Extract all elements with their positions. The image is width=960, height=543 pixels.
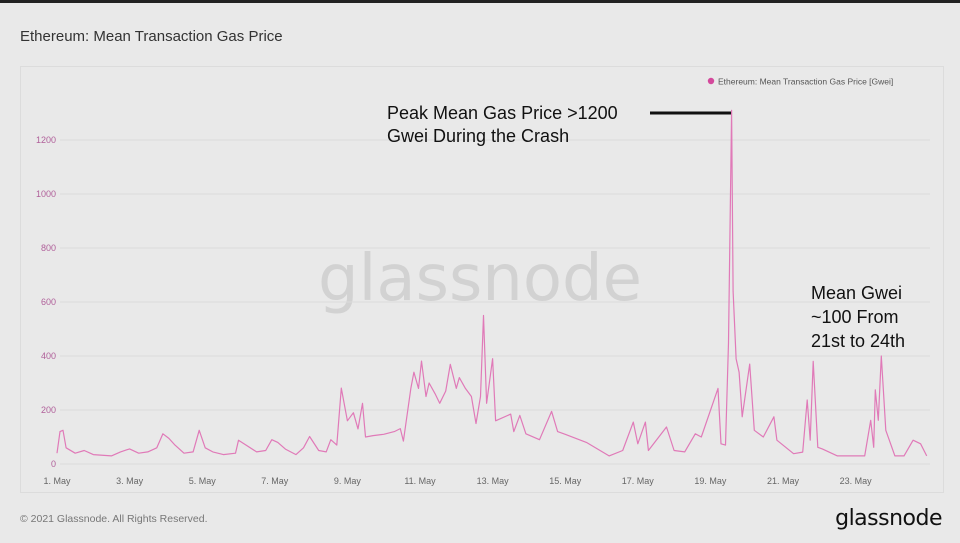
legend-dot	[707, 77, 715, 85]
chart-panel	[20, 66, 944, 493]
copyright: © 2021 Glassnode. All Rights Reserved.	[20, 513, 208, 525]
x-tick-label: 9. May	[334, 476, 362, 486]
x-tick-label: 19. May	[694, 476, 727, 486]
x-tick-label: 3. May	[116, 476, 144, 486]
y-tick-label: 800	[41, 243, 56, 253]
annotation-peak-line-1: Peak Mean Gas Price >1200	[387, 103, 618, 123]
annotation-peak-line-2: Gwei During the Crash	[387, 126, 569, 146]
series-line	[56, 109, 928, 457]
x-tick-label: 1. May	[43, 476, 71, 486]
glassnode-logo[interactable]: glassnode	[835, 506, 942, 531]
x-tick-label: 23. May	[840, 476, 873, 486]
x-tick-label: 11. May	[404, 476, 436, 486]
x-tick-label: 17. May	[622, 476, 655, 486]
y-tick-label: 1000	[36, 189, 56, 199]
x-tick-label: 15. May	[549, 476, 582, 486]
y-tick-label: 600	[41, 297, 56, 307]
legend: Ethereum: Mean Transaction Gas Price [Gw…	[707, 77, 893, 87]
x-tick-label: 21. May	[767, 476, 800, 486]
chart-title: Ethereum: Mean Transaction Gas Price	[20, 28, 283, 45]
annotation-mean-line-1: Mean Gwei	[811, 283, 902, 303]
y-tick-label: 400	[41, 351, 56, 361]
watermark: glassnode	[318, 242, 642, 316]
legend-label: Ethereum: Mean Transaction Gas Price [Gw…	[718, 77, 893, 87]
x-tick-label: 7. May	[261, 476, 289, 486]
x-tick-label: 5. May	[189, 476, 217, 486]
y-tick-label: 200	[41, 405, 56, 415]
annotation-mean-line-2: ~100 From	[811, 307, 899, 327]
y-tick-label: 0	[51, 459, 56, 469]
x-tick-label: 13. May	[477, 476, 510, 486]
annotation-mean-line-3: 21st to 24th	[811, 331, 905, 351]
y-tick-label: 1200	[36, 135, 56, 145]
top-border	[0, 0, 960, 3]
